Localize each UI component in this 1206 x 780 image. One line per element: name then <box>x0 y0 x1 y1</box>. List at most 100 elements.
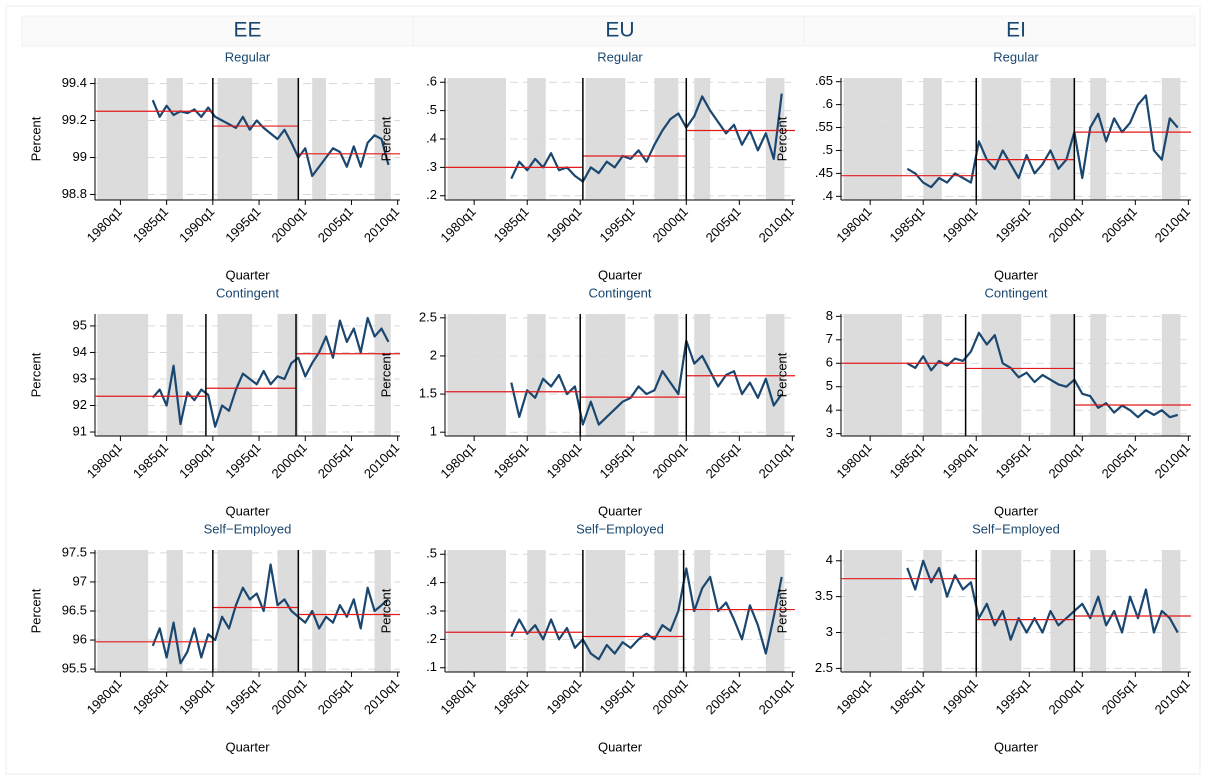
x-axis-label: Quarter <box>598 503 643 518</box>
y-tick-label: 8 <box>826 308 833 323</box>
shaded-band <box>312 78 327 200</box>
shaded-band <box>1161 550 1181 672</box>
shaded-band <box>1090 314 1107 436</box>
shaded-band <box>923 314 942 436</box>
shaded-band <box>1161 78 1181 200</box>
y-tick-label: 99.4 <box>62 75 87 90</box>
y-tick-label: 99.2 <box>62 112 87 127</box>
y-axis-label: Percent <box>28 588 43 633</box>
y-tick-label: .5 <box>822 142 833 157</box>
shaded-band <box>981 550 1022 672</box>
series-line <box>510 93 783 183</box>
shaded-band <box>981 78 1022 200</box>
shaded-band <box>694 314 711 436</box>
y-tick-label: 5 <box>826 378 833 393</box>
shaded-band <box>277 314 299 436</box>
y-tick-label: 6 <box>826 355 833 370</box>
shaded-band <box>843 78 902 200</box>
y-tick-label: .55 <box>815 119 833 134</box>
column-header-box <box>412 15 805 47</box>
y-tick-label: 1 <box>430 424 437 439</box>
shaded-band <box>277 78 299 200</box>
series-line <box>906 559 1179 641</box>
shaded-band <box>527 314 546 436</box>
y-tick-label: 99 <box>73 149 87 164</box>
shaded-band <box>1050 314 1075 436</box>
y-tick-label: 92 <box>73 397 87 412</box>
shaded-band <box>447 314 506 436</box>
shaded-band <box>923 78 942 200</box>
panel-title: Contingent <box>216 285 279 300</box>
y-tick-label: .5 <box>426 102 437 117</box>
y-tick-label: 2.5 <box>419 309 437 324</box>
y-tick-label: .4 <box>426 130 437 145</box>
series-line <box>151 316 390 428</box>
x-axis-label: Quarter <box>994 267 1039 282</box>
panel-title: Regular <box>225 49 271 64</box>
panel-title: Self−Employed <box>576 521 664 536</box>
y-tick-label: .1 <box>426 659 437 674</box>
column-title: EU <box>605 19 634 42</box>
y-tick-label: 91 <box>73 423 87 438</box>
y-axis-label: Percent <box>774 588 789 633</box>
shaded-band <box>1050 78 1075 200</box>
y-tick-label: .6 <box>426 74 437 89</box>
shaded-band <box>1050 550 1075 672</box>
y-tick-label: .2 <box>426 631 437 646</box>
y-axis-label: Percent <box>378 352 393 397</box>
shaded-band <box>923 550 942 672</box>
panel-title: Regular <box>993 49 1039 64</box>
y-tick-label: 7 <box>826 331 833 346</box>
series-line <box>906 94 1179 189</box>
y-tick-label: 95.5 <box>62 661 87 676</box>
x-axis-label: Quarter <box>598 739 643 754</box>
shaded-band <box>217 78 253 200</box>
y-tick-label: .45 <box>815 165 833 180</box>
series-line <box>151 99 390 178</box>
y-tick-label: 98.8 <box>62 186 87 201</box>
y-tick-label: .5 <box>426 546 437 561</box>
y-tick-label: 96.5 <box>62 602 87 617</box>
series-line <box>906 331 1179 419</box>
shaded-band <box>981 314 1022 436</box>
panel-title: Contingent <box>589 285 652 300</box>
panel-title: Self−Employed <box>972 521 1060 536</box>
shaded-band <box>1090 550 1107 672</box>
shaded-band <box>694 550 711 672</box>
column-header-box <box>803 15 1196 47</box>
y-tick-label: 4 <box>826 402 833 417</box>
shaded-band <box>97 314 149 436</box>
x-axis-label: Quarter <box>225 503 270 518</box>
y-tick-label: 2 <box>430 347 437 362</box>
x-axis-label: Quarter <box>994 739 1039 754</box>
shaded-band <box>312 314 327 436</box>
series-line <box>151 563 390 665</box>
shaded-band <box>843 314 902 436</box>
shaded-band <box>843 550 902 672</box>
y-tick-label: 96 <box>73 631 87 646</box>
shaded-band <box>217 314 253 436</box>
shaded-band <box>585 314 626 436</box>
y-axis-label: Percent <box>378 116 393 161</box>
shaded-band <box>374 78 391 200</box>
y-tick-label: .4 <box>426 574 437 589</box>
y-tick-label: 2.5 <box>815 660 833 675</box>
y-axis-label: Percent <box>28 116 43 161</box>
y-tick-label: .65 <box>815 73 833 88</box>
y-tick-label: .4 <box>822 188 833 203</box>
x-axis-label: Quarter <box>598 267 643 282</box>
y-tick-label: 3 <box>826 624 833 639</box>
y-tick-label: 4 <box>826 552 833 567</box>
y-axis-label: Percent <box>378 588 393 633</box>
y-tick-label: .6 <box>822 96 833 111</box>
shaded-band <box>166 78 183 200</box>
y-tick-label: 94 <box>73 344 87 359</box>
y-tick-label: 95 <box>73 317 87 332</box>
y-tick-label: .2 <box>426 187 437 202</box>
series-line <box>510 339 783 426</box>
y-tick-label: 97.5 <box>62 544 87 559</box>
y-tick-label: 1.5 <box>419 386 437 401</box>
y-tick-label: .3 <box>426 159 437 174</box>
panel-title: Contingent <box>985 285 1048 300</box>
